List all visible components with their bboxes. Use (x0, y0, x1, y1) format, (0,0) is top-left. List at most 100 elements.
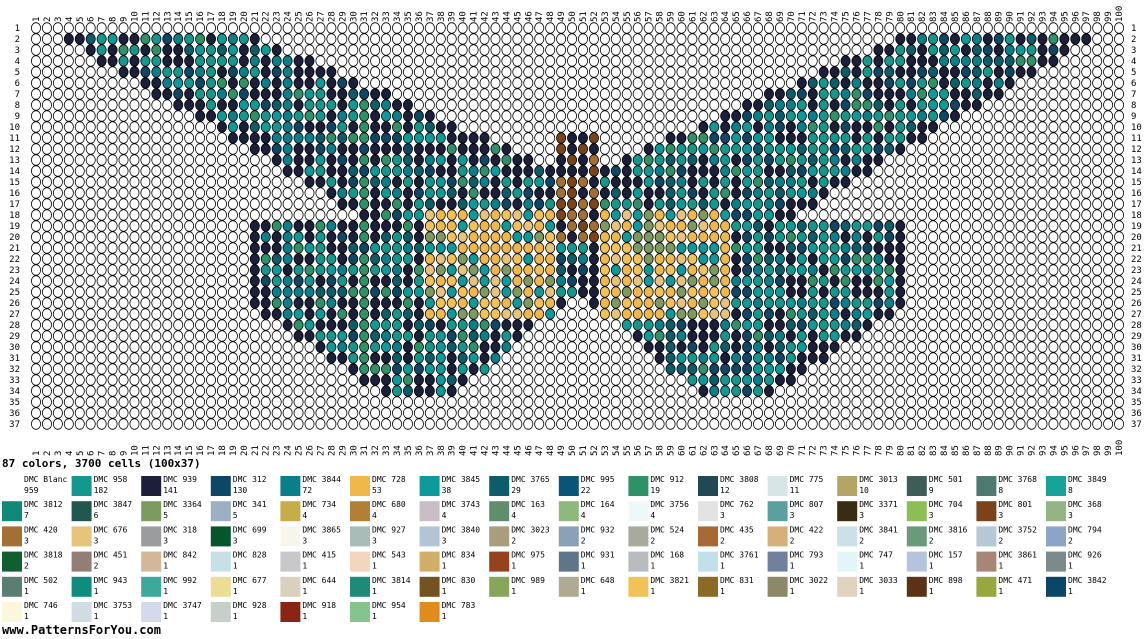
bead (457, 55, 468, 67)
bead (402, 407, 413, 419)
bead (370, 176, 381, 188)
bead (1081, 242, 1092, 254)
bead (949, 242, 960, 254)
bead (435, 341, 446, 353)
row-number: 22 (9, 255, 20, 265)
column-number: 45 (513, 445, 523, 456)
bead (1103, 88, 1114, 100)
bead (982, 143, 993, 155)
bead (632, 374, 643, 386)
bead (1092, 22, 1103, 34)
bead (523, 374, 534, 386)
bead (665, 253, 676, 265)
bead (982, 187, 993, 199)
bead (610, 418, 621, 430)
bead (30, 253, 41, 265)
bead (63, 330, 74, 342)
column-number: 94 (1049, 11, 1059, 22)
bead (884, 143, 895, 155)
bead (610, 297, 621, 309)
bead (260, 198, 271, 210)
column-number: 39 (448, 11, 458, 22)
bead (1015, 22, 1026, 34)
bead (260, 110, 271, 122)
bead (1103, 407, 1114, 419)
bead (1026, 297, 1037, 309)
bead (873, 22, 884, 34)
bead (840, 44, 851, 56)
bead (293, 22, 304, 34)
bead (129, 66, 140, 78)
bead (402, 297, 413, 309)
bead (993, 154, 1004, 166)
bead (1004, 110, 1015, 122)
bead (85, 165, 96, 177)
bead (928, 330, 939, 342)
bead (939, 374, 950, 386)
bead (30, 132, 41, 144)
bead (917, 165, 928, 177)
bead (195, 231, 206, 243)
bead (763, 143, 774, 155)
bead (41, 121, 52, 133)
color-name: DMC 954 (372, 601, 406, 610)
bead (326, 385, 337, 397)
bead (30, 44, 41, 56)
bead (1103, 220, 1114, 232)
bead (479, 374, 490, 386)
bead (588, 220, 599, 232)
bead (534, 363, 545, 375)
bead (85, 286, 96, 298)
bead (939, 352, 950, 364)
bead (370, 330, 381, 342)
bead (370, 165, 381, 177)
bead (982, 330, 993, 342)
bead (1015, 231, 1026, 243)
bead (939, 242, 950, 254)
bead (173, 176, 184, 188)
bead (1081, 319, 1092, 331)
column-number: 83 (929, 445, 939, 456)
bead (304, 385, 315, 397)
bead (753, 44, 764, 56)
color-count: 1 (929, 587, 934, 596)
bead (271, 209, 282, 221)
bead (435, 132, 446, 144)
bead (534, 220, 545, 232)
bead (238, 154, 249, 166)
bead (928, 396, 939, 408)
color-name: DMC 3865 (302, 525, 341, 534)
bead (785, 407, 796, 419)
bead (807, 55, 818, 67)
color-count: 4 (581, 511, 586, 520)
bead (151, 66, 162, 78)
bead (599, 396, 610, 408)
bead (742, 385, 753, 397)
bead (556, 198, 567, 210)
bead (523, 242, 534, 254)
bead (917, 110, 928, 122)
bead (304, 253, 315, 265)
bead (435, 209, 446, 221)
bead (774, 308, 785, 320)
color-name: DMC 524 (650, 525, 684, 534)
bead (873, 363, 884, 375)
bead (588, 330, 599, 342)
bead (392, 132, 403, 144)
bead (260, 319, 271, 331)
bead (632, 407, 643, 419)
bead (698, 209, 709, 221)
bead (195, 88, 206, 100)
bead (162, 143, 173, 155)
bead (982, 55, 993, 67)
bead (665, 33, 676, 45)
bead (381, 396, 392, 408)
bead (402, 209, 413, 221)
bead (501, 363, 512, 375)
bead (523, 264, 534, 276)
bead (216, 110, 227, 122)
bead (917, 341, 928, 353)
bead (1114, 77, 1125, 89)
bead (1081, 121, 1092, 133)
bead (643, 55, 654, 67)
